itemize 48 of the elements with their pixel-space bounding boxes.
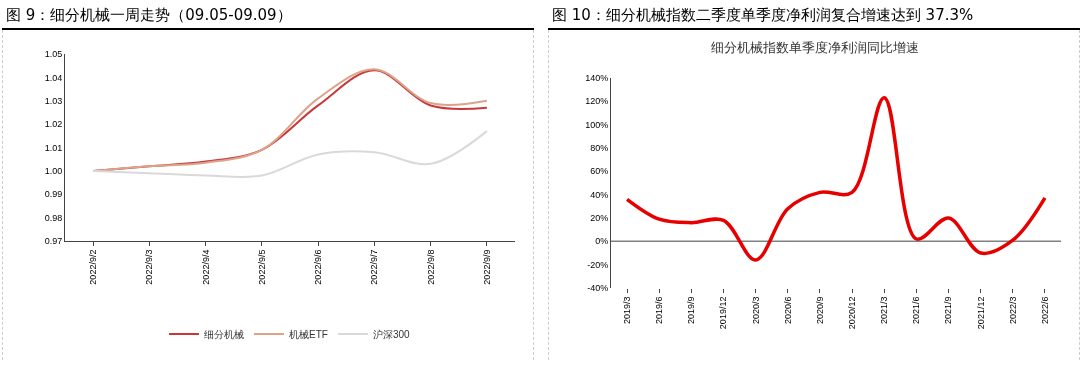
y-tick-label: 1.03 xyxy=(44,95,63,106)
line-series xyxy=(625,96,1047,262)
y-tick-label: -20% xyxy=(587,259,609,270)
x-tick-label: 2019/6 xyxy=(654,296,665,325)
y-tick-label: 60% xyxy=(590,166,609,177)
x-tick-label: 2022/9/7 xyxy=(369,249,380,285)
x-tick-label: 2019/3 xyxy=(621,296,632,325)
x-tick-label: 2022/9/4 xyxy=(200,249,211,285)
x-tick-label: 2021/3 xyxy=(879,296,890,325)
y-tick-label: 0.99 xyxy=(44,189,63,200)
x-tick-label: 2021/6 xyxy=(911,296,922,325)
x-tick-label: 2019/12 xyxy=(718,296,729,330)
chart-title: 图 10：细分机械指数二季度单季度净利润复合增速达到 37.3% xyxy=(548,0,1080,30)
x-tick-label: 2022/9/8 xyxy=(425,249,436,285)
legend-label: 沪深300 xyxy=(372,328,411,340)
legend-label: 机械ETF xyxy=(289,328,328,340)
y-tick-label: -40% xyxy=(587,283,609,294)
y-tick-label: 0% xyxy=(595,236,609,247)
y-tick-label: 1.04 xyxy=(44,72,63,83)
x-tick-label: 2020/3 xyxy=(750,296,761,325)
x-tick-label: 2022/9/2 xyxy=(88,249,99,285)
y-tick-label: 1.00 xyxy=(44,166,63,177)
y-tick-label: 140% xyxy=(585,73,609,84)
x-tick-label: 2021/9 xyxy=(943,296,954,325)
y-tick-label: 20% xyxy=(590,213,609,224)
x-tick-label: 2020/9 xyxy=(814,296,825,325)
x-tick-label: 2022/9/5 xyxy=(256,249,267,285)
y-tick-label: 1.05 xyxy=(44,49,63,60)
y-tick-label: 100% xyxy=(585,119,609,130)
y-tick-label: 1.02 xyxy=(44,119,63,130)
y-tick-label: 0.98 xyxy=(44,212,63,223)
y-tick-label: 0.97 xyxy=(44,236,63,247)
x-tick-label: 2019/9 xyxy=(686,296,697,325)
y-tick-label: 40% xyxy=(590,189,609,200)
x-tick-label: 2022/9/6 xyxy=(313,249,324,285)
x-tick-label: 2022/9/9 xyxy=(481,249,492,285)
legend-label: 细分机械 xyxy=(204,328,244,340)
x-tick-label: 2020/12 xyxy=(846,296,857,330)
y-tick-label: 1.01 xyxy=(44,142,63,153)
x-tick-label: 2022/9/3 xyxy=(144,249,155,285)
y-tick-label: 80% xyxy=(590,143,609,154)
chart-subtitle: 细分机械指数单季度净利润同比增速 xyxy=(711,40,919,56)
x-tick-label: 2021/12 xyxy=(975,296,986,330)
y-tick-label: 120% xyxy=(585,96,609,107)
x-tick-label: 2022/3 xyxy=(1007,296,1018,325)
x-tick-label: 2020/6 xyxy=(782,296,793,325)
x-tick-label: 2022/6 xyxy=(1039,296,1050,325)
chart-title: 图 9：细分机械一周走势（09.05-09.09） xyxy=(2,0,534,30)
